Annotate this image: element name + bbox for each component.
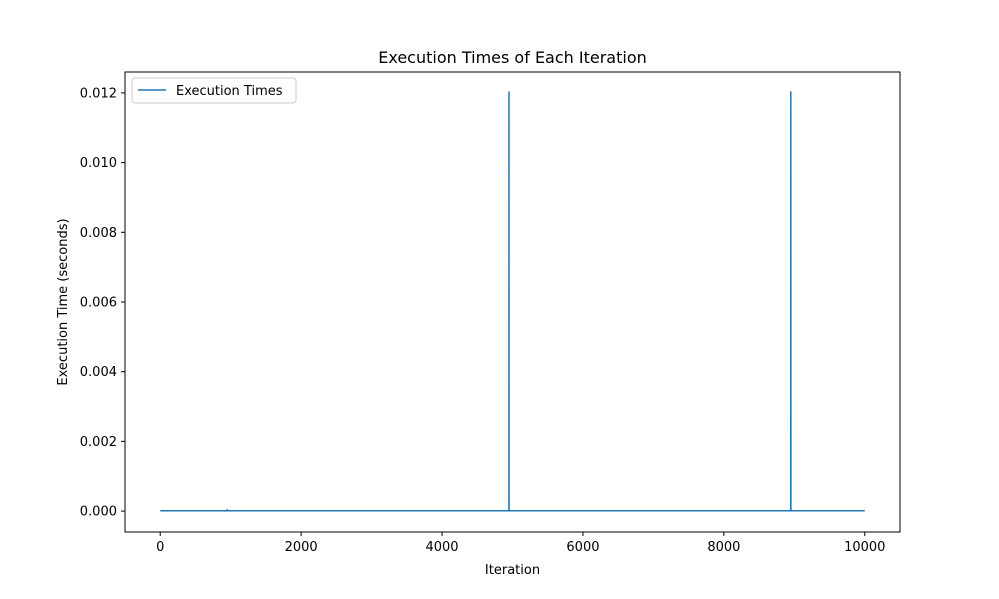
y-tick-label: 0.006 [80, 296, 117, 311]
x-tick-label: 8000 [707, 540, 740, 555]
y-tick-label: 0.004 [80, 365, 117, 380]
x-axis-ticks: 0 2000 4000 6000 8000 10000 [156, 532, 885, 555]
y-tick-label: 0.000 [80, 505, 117, 520]
y-tick-label: 0.012 [80, 86, 117, 101]
x-tick-label: 0 [156, 540, 164, 555]
series-line-0 [160, 91, 865, 512]
y-tick-label: 0.010 [80, 156, 117, 171]
legend-box [131, 77, 297, 104]
x-tick-label: 4000 [425, 540, 458, 555]
legend-label-execution-times: Execution Times [176, 84, 283, 99]
legend: Execution Times [131, 77, 297, 104]
x-axis-title: Iteration [485, 563, 540, 578]
x-tick-label: 6000 [566, 540, 599, 555]
y-tick-label: 0.002 [80, 435, 117, 450]
x-tick-label: 2000 [285, 540, 318, 555]
y-axis-ticks: 0.000 0.002 0.004 0.006 0.008 0.010 0.012 [80, 86, 125, 520]
y-axis-title: Execution Time (seconds) [56, 218, 71, 385]
x-tick-label: 10000 [844, 540, 885, 555]
y-tick-label: 0.008 [80, 226, 117, 241]
chart-title: Execution Times of Each Iteration [378, 48, 647, 67]
